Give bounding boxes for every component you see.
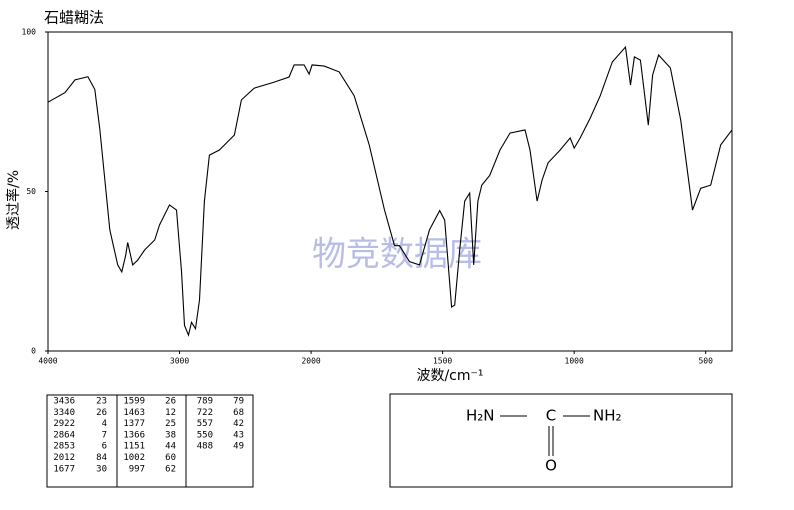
spectrum-line — [47, 45, 733, 337]
peak-intensity: 60 — [165, 453, 176, 463]
x-tick-label: 2000 — [301, 357, 320, 366]
peak-wavenumber: 2864 — [53, 430, 75, 440]
peak-wavenumber: 3340 — [53, 408, 75, 418]
peak-wavenumber: 1151 — [123, 442, 145, 452]
peak-intensity: 49 — [233, 442, 244, 452]
peak-intensity: 62 — [165, 464, 176, 474]
peak-wavenumber: 2922 — [53, 419, 75, 429]
peak-intensity: 6 — [102, 442, 107, 452]
peak-wavenumber: 2853 — [53, 442, 75, 452]
peak-wavenumber: 550 — [197, 430, 213, 440]
peak-intensity: 68 — [233, 408, 244, 418]
peak-intensity: 25 — [165, 419, 176, 429]
peak-intensity: 84 — [96, 453, 107, 463]
peak-intensity: 38 — [165, 430, 176, 440]
x-tick-label: 3000 — [170, 357, 189, 366]
peak-wavenumber: 557 — [197, 419, 213, 429]
y-tick-label: 100 — [22, 28, 37, 37]
peak-intensity: 79 — [233, 397, 244, 407]
peak-wavenumber: 1677 — [53, 464, 75, 474]
peak-wavenumber: 1377 — [123, 419, 145, 429]
y-tick-label: 50 — [26, 187, 36, 196]
x-tick-label: 4000 — [38, 357, 57, 366]
atom-label: O — [545, 457, 557, 475]
watermark: 物竞数据库 — [312, 235, 482, 275]
peak-intensity: 12 — [165, 408, 176, 418]
x-axis-label: 波数/cm⁻¹ — [416, 368, 483, 384]
peak-intensity: 43 — [233, 430, 244, 440]
peak-wavenumber: 2012 — [53, 453, 75, 463]
peak-wavenumber: 488 — [197, 442, 213, 452]
peak-wavenumber: 3436 — [53, 397, 75, 407]
x-tick-label: 1000 — [565, 357, 584, 366]
peak-wavenumber: 1002 — [123, 453, 145, 463]
peak-intensity: 7 — [102, 430, 107, 440]
structure-frame — [389, 393, 733, 488]
peak-intensity: 42 — [233, 419, 244, 429]
peak-wavenumber: 997 — [129, 464, 145, 474]
atom-label: C — [546, 407, 556, 425]
peak-wavenumber: 722 — [197, 408, 213, 418]
peak-intensity: 26 — [165, 397, 176, 407]
atom-label: NH₂ — [593, 407, 622, 425]
atom-label: H₂N — [466, 407, 495, 425]
x-tick-label: 1500 — [433, 357, 452, 366]
structure: H₂N C NH₂ O — [466, 407, 622, 475]
peak-intensity: 23 — [96, 397, 107, 407]
y-axis-label: 透过率/% — [5, 170, 22, 230]
y-tick-label: 0 — [31, 347, 36, 356]
peak-wavenumber: 1366 — [123, 430, 145, 440]
peak-intensity: 26 — [96, 408, 107, 418]
chart-title: 石蜡糊法 — [44, 9, 104, 27]
x-tick-label: 500 — [698, 357, 713, 366]
peak-intensity: 44 — [165, 442, 176, 452]
peak-wavenumber: 1599 — [123, 397, 145, 407]
peak-table-frame — [46, 394, 254, 488]
peak-intensity: 4 — [102, 419, 107, 429]
peak-intensity: 30 — [96, 464, 107, 474]
peak-wavenumber: 789 — [197, 397, 213, 407]
peak-wavenumber: 1463 — [123, 408, 145, 418]
